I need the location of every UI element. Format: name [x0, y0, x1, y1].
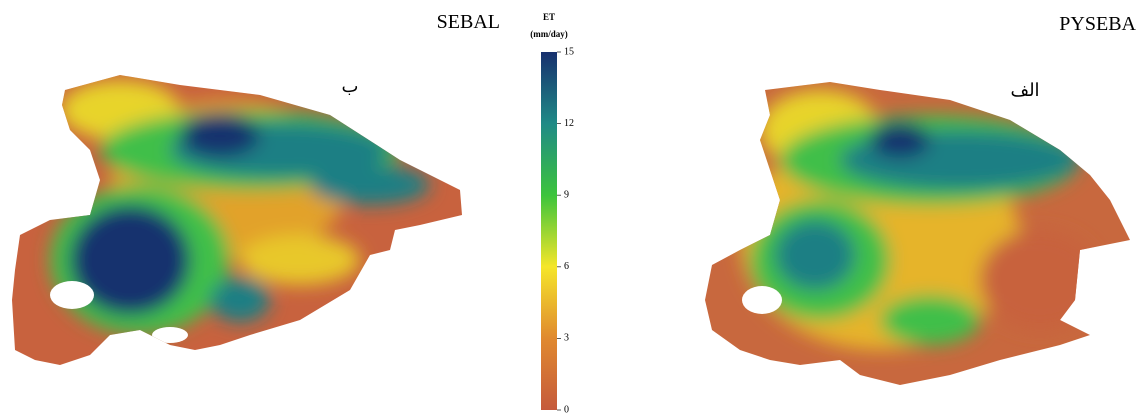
map-label: الف: [1010, 80, 1039, 100]
tick-label: 15: [564, 46, 574, 57]
map-title: SEBAL: [437, 11, 500, 33]
tick-label: 0: [564, 404, 569, 415]
map-sebal: [0, 60, 480, 380]
map-title: PYSEBA: [1059, 13, 1136, 35]
tick-label: 9: [564, 189, 569, 200]
map-pyseba: [700, 70, 1137, 390]
tick-label: 12: [564, 118, 574, 129]
map-label: ب: [342, 76, 359, 96]
colorbar-scale: [541, 52, 557, 410]
tick-label: 3: [564, 333, 569, 344]
colorbar-title: ET: [543, 12, 555, 22]
tick-label: 6: [564, 261, 569, 272]
colorbar-unit: (mm/day): [530, 29, 568, 39]
figure: SEBAL PYSEBA ب الف ET (mm/day) 0 3 6 9 12 15: [0, 0, 1137, 419]
colorbar: ET (mm/day) 0 3 6 9 12 15: [530, 12, 574, 415]
